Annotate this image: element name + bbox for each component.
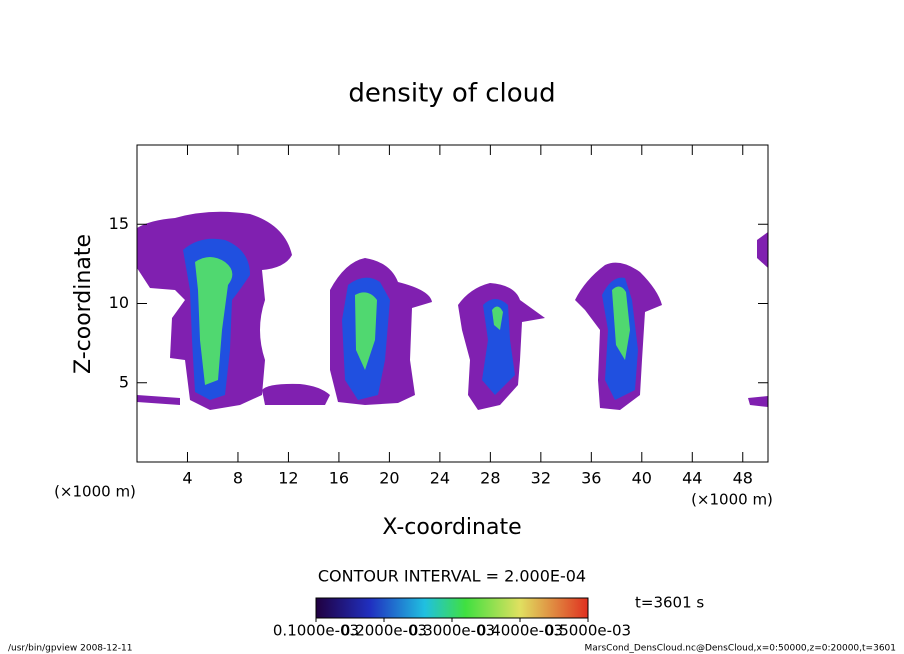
x-unit-left: (×1000 m) [54,483,136,501]
colorbar-label: 0.4000e-03 [477,622,563,640]
x-tick-label: 36 [581,469,601,488]
colorbar-label: 0.1000e-03 [273,622,359,640]
x-tick-label: 12 [278,469,298,488]
x-tick-label: 20 [379,469,399,488]
x-axis-label: X-coordinate [382,515,521,540]
time-label: t=3601 s [635,594,704,612]
x-tick-label: 8 [233,469,243,488]
x-tick-label: 16 [329,469,349,488]
y-axis-label: Z-coordinate [71,234,96,374]
x-tick-label: 24 [430,469,450,488]
x-unit-right: (×1000 m) [691,491,773,509]
x-tick-label: 44 [682,469,702,488]
colorbar [315,597,589,619]
colorbar-label: 0.3000e-03 [409,622,495,640]
y-tick-label: 5 [119,372,129,391]
x-tick-label: 40 [632,469,652,488]
colorbar-label: 0.2000e-03 [341,622,427,640]
x-tick-label: 28 [480,469,500,488]
x-tick-label: 48 [733,469,753,488]
x-tick-label: 32 [531,469,551,488]
y-tick-label: 10 [109,293,129,312]
footer-right: MarsCond_DensCloud.nc@DensCloud,x=0:5000… [585,644,897,654]
colorbar-label: 0.5000e-03 [545,622,631,640]
x-tick-label: 4 [182,469,192,488]
footer-left: /usr/bin/gpview 2008-12-11 [8,644,132,654]
chart-title: density of cloud [348,79,555,109]
cloud-field [137,211,768,410]
contour-interval: CONTOUR INTERVAL = 2.000E-04 [318,567,586,586]
y-tick-label: 15 [109,214,129,233]
